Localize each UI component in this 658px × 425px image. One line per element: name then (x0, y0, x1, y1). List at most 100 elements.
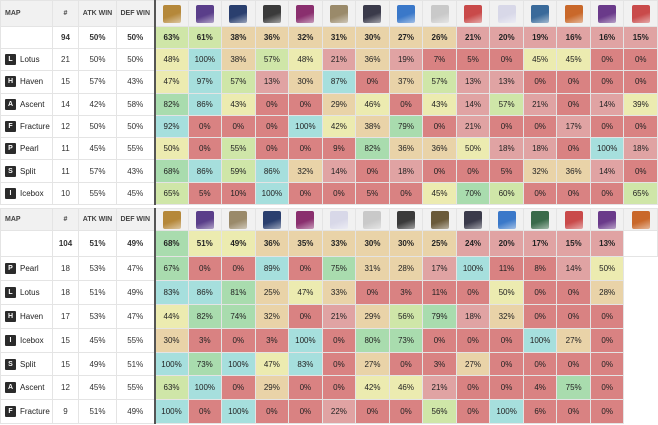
pick-rate-cell: 100% (187, 375, 223, 401)
pick-rate-cell: 0% (623, 159, 658, 183)
pick-rate-cell: 0% (455, 399, 491, 425)
map-badge-icon: I (5, 334, 16, 346)
pick-rate-cell: 47% (254, 351, 290, 377)
pick-rate-cell: 0% (355, 159, 390, 183)
map-cell: S Split (0, 351, 53, 377)
map-def-win: 43% (116, 70, 155, 94)
agent-portrait-icon (329, 4, 348, 23)
agent-column-header (254, 208, 290, 231)
pick-rate-cell: 48% (153, 47, 189, 72)
pick-rate-cell: 3% (422, 351, 457, 377)
total-pick-rate: 16% (589, 26, 625, 49)
map-cell: A Ascent (0, 375, 53, 401)
pick-rate-cell: 0% (556, 351, 591, 377)
pick-rate-cell: 67% (153, 256, 189, 281)
total-pick-rate: 13% (589, 230, 625, 257)
pick-rate-cell: 25% (254, 279, 290, 305)
pick-rate-cell: 27% (455, 351, 491, 377)
pick-rate-cell: 0% (288, 375, 323, 401)
map-row: F Fracture 9 51% 49% 100% 0% 100% 0% 0% 22% 0% 0% 56%… (0, 399, 658, 425)
total-pick-rate: 26% (422, 26, 457, 49)
pick-rate-cell: 97% (187, 70, 223, 94)
map-cell: F Fracture (0, 114, 53, 139)
agent-portrait-icon (296, 4, 315, 23)
agent-portrait-icon (329, 210, 348, 229)
pick-rate-cell: 0% (288, 256, 323, 281)
map-atk-win: 50% (78, 114, 117, 139)
pick-rate-cell: 5% (355, 181, 390, 206)
agent-portrait-icon (195, 4, 214, 23)
map-name: Lotus (20, 55, 40, 65)
map-row: I Icebox 10 55% 45% 65% 5% 10% 100% 0% 0% 5% 0% 45% 70… (0, 181, 658, 206)
pick-rate-cell: 81% (221, 279, 256, 305)
pick-rate-cell: 100% (254, 181, 290, 206)
header-row: MAP # ATK WIN DEF WIN (0, 0, 658, 27)
agent-column-header (455, 0, 491, 27)
map-name: Fracture (20, 122, 50, 132)
map-cell: A Ascent (0, 92, 53, 116)
map-count: 10 (52, 181, 79, 206)
pick-rate-cell: 19% (388, 47, 424, 72)
agent-portrait-icon (262, 210, 281, 229)
pick-rate-cell: 46% (355, 92, 390, 116)
pick-rate-cell: 0% (388, 92, 424, 116)
pick-rate-cell: 18% (455, 303, 491, 329)
total-pick-rate: 20% (489, 26, 524, 49)
agent-portrait-icon (631, 4, 650, 23)
map-atk-win: 53% (78, 303, 117, 329)
map-badge-icon: F (5, 121, 16, 133)
agent-pick-table-1: MAP # ATK WIN DEF WIN 94 50% 50% 63% 61% 3… (0, 0, 658, 206)
agent-column-header (589, 0, 625, 27)
pick-rate-cell: 13% (489, 70, 524, 94)
pick-rate-cell: 47% (288, 279, 323, 305)
map-def-win: 55% (116, 375, 155, 401)
agent-column-header (221, 208, 256, 231)
pick-rate-cell: 0% (288, 303, 323, 329)
total-atk: 51% (78, 230, 117, 257)
agent-portrait-icon (195, 210, 214, 229)
pick-rate-cell: 65% (623, 181, 658, 206)
pick-rate-cell: 55% (221, 137, 256, 161)
pick-rate-cell: 86% (187, 279, 223, 305)
pick-rate-cell: 21% (321, 47, 357, 72)
pick-rate-cell: 100% (455, 256, 491, 281)
pick-rate-cell: 32% (288, 159, 323, 183)
total-def: 49% (116, 230, 155, 257)
pick-rate-cell: 18% (522, 137, 558, 161)
header-row: MAP # ATK WIN DEF WIN (0, 208, 658, 231)
agent-pick-table-2: MAP # ATK WIN DEF WIN 104 51% 49% 68% 51%… (0, 208, 658, 425)
agent-column-header (522, 208, 558, 231)
pick-rate-cell: 79% (422, 303, 457, 329)
agent-column-header (254, 0, 290, 27)
map-name: Split (20, 166, 36, 176)
pick-rate-cell: 0% (589, 47, 625, 72)
pick-rate-cell: 14% (556, 256, 591, 281)
pick-rate-cell: 65% (153, 181, 189, 206)
pick-rate-cell: 50% (153, 137, 189, 161)
pick-rate-cell: 63% (153, 375, 189, 401)
agent-column-header (388, 0, 424, 27)
map-row: I Icebox 15 45% 55% 30% 3% 0% 3% 100% 0% 80% 73% 0% 0%… (0, 327, 658, 353)
pick-rate-cell: 0% (556, 92, 591, 116)
map-def-win: 47% (116, 256, 155, 281)
pick-rate-cell: 0% (455, 279, 491, 305)
pick-rate-cell: 18% (623, 137, 658, 161)
pick-rate-cell: 0% (455, 159, 491, 183)
pick-rate-cell: 46% (388, 375, 424, 401)
map-def-win: 49% (116, 399, 155, 425)
pick-rate-cell: 29% (254, 375, 290, 401)
map-cell: I Icebox (0, 327, 53, 353)
pick-rate-cell: 30% (153, 327, 189, 353)
map-def-win: 49% (116, 279, 155, 305)
pick-rate-cell: 0% (321, 181, 357, 206)
pick-rate-cell: 0% (422, 327, 457, 353)
pick-rate-cell: 100% (221, 399, 256, 425)
agent-portrait-icon (497, 210, 516, 229)
pick-rate-cell: 30% (288, 70, 323, 94)
pick-rate-cell: 86% (187, 159, 223, 183)
map-name: Icebox (20, 188, 44, 198)
pick-rate-cell: 14% (321, 159, 357, 183)
map-atk-win: 45% (78, 375, 117, 401)
agent-portrait-icon (229, 4, 248, 23)
agent-column-header (221, 0, 256, 27)
